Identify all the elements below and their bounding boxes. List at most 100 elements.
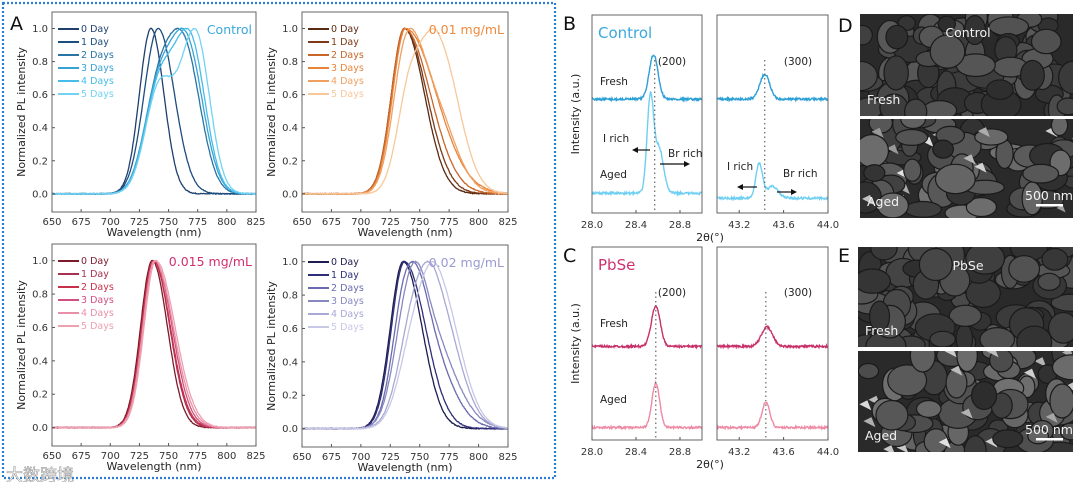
sem-grain xyxy=(963,435,987,452)
x-tick-label: 700 xyxy=(351,452,370,463)
plot-frame xyxy=(591,246,703,441)
legend-label: 4 Days xyxy=(81,308,114,319)
pl-chart-3: 0 Day 1 Day 2 Days 3 Days 4 Days 5 Days 650 675… xyxy=(265,244,518,474)
sem-grain xyxy=(1051,354,1073,381)
legend-label: 4 Days xyxy=(331,309,364,320)
sem-image-fresh xyxy=(858,247,1073,347)
sem-grain xyxy=(1022,163,1060,184)
y-tick-label: 0.2 xyxy=(282,391,298,402)
chart-title: 0.02 mg/mL xyxy=(429,255,504,270)
y-tick-label: 0.0 xyxy=(32,423,48,434)
annotation-i-rich: I rich xyxy=(727,161,753,173)
sem-divider xyxy=(858,347,1073,351)
x-tick-label: 800 xyxy=(217,217,236,228)
legend-label: 0 Day xyxy=(81,24,109,35)
plot-frame xyxy=(716,14,829,214)
sem-layer: Fresh Aged Control 500 nm Fresh Aged PbSe 500 n… xyxy=(858,14,1073,452)
sem-grain xyxy=(965,197,998,218)
x-tick-label: 650 xyxy=(42,217,61,228)
sem-grain xyxy=(963,15,986,46)
sem-grain xyxy=(970,380,998,411)
sem-grain xyxy=(1058,60,1073,95)
plot-frame xyxy=(591,14,703,214)
sem-facet-highlight xyxy=(862,194,875,205)
y-tick-label: 1.0 xyxy=(282,24,298,35)
y-tick-label: 0.6 xyxy=(32,90,48,101)
sem-facet-highlight xyxy=(886,144,899,155)
sem-label-aged: Aged xyxy=(865,428,897,443)
reflection-label: (300) xyxy=(784,56,812,68)
legend-label: 5 Days xyxy=(331,322,364,333)
sem-grain xyxy=(900,119,927,130)
x-tick-label: 775 xyxy=(188,451,207,462)
y-axis-label: Normalized PL intensity xyxy=(15,280,28,410)
chart-title: 0.015 mg/mL xyxy=(169,254,252,269)
legend-label: 0 Day xyxy=(331,24,359,35)
scale-bar-label: 500 nm xyxy=(1025,188,1073,203)
sample-title: PbSe xyxy=(598,256,635,274)
x-tick-label: 44.0 xyxy=(817,220,839,231)
sem-grain xyxy=(868,300,891,333)
x-tick-label: 44.0 xyxy=(817,447,839,458)
sem-facet-highlight xyxy=(1045,412,1058,423)
x-tick-label: 675 xyxy=(322,452,341,463)
sem-facet-highlight xyxy=(859,400,872,411)
sem-grain xyxy=(860,134,890,168)
y-axis-label: Normalized PL intensity xyxy=(265,281,278,411)
pl-series-line xyxy=(52,27,256,196)
x-tick-label: 825 xyxy=(498,452,517,463)
legend-label: 5 Days xyxy=(81,89,114,100)
x-tick-label: 700 xyxy=(101,451,120,462)
x-tick-label: 800 xyxy=(217,451,236,462)
legend-label: 5 Days xyxy=(331,89,364,100)
y-tick-label: 0.2 xyxy=(282,156,298,167)
arrowhead-right-icon xyxy=(791,189,797,195)
xrd-series-line xyxy=(716,325,829,350)
sem-facet-highlight xyxy=(871,127,884,138)
sem-grain xyxy=(1037,272,1061,292)
sem-grain xyxy=(883,55,909,91)
sem-grain xyxy=(965,247,1006,275)
sample-title: Control xyxy=(598,24,652,42)
sem-grain xyxy=(858,268,891,294)
x-tick-label: 825 xyxy=(246,451,265,462)
sem-grain xyxy=(1059,422,1073,441)
x-axis-label: 2θ(°) xyxy=(696,458,724,471)
x-tick-label: 750 xyxy=(410,452,429,463)
y-axis-label: Normalized PL intensity xyxy=(265,47,278,177)
sem-divider xyxy=(860,116,1073,119)
sem-label-aged: Aged xyxy=(867,194,899,209)
legend-label: 0 Day xyxy=(81,256,109,267)
sem-grain xyxy=(932,139,954,159)
sem-grain xyxy=(1030,28,1062,55)
xrd-series-line xyxy=(716,162,829,202)
sem-grain xyxy=(858,362,880,380)
x-tick-label: 43.6 xyxy=(772,447,794,458)
panel-label-a: A xyxy=(10,13,23,35)
xrd-series-line xyxy=(591,380,703,431)
sem-grain xyxy=(929,330,956,347)
sem-grain xyxy=(992,429,1024,449)
sem-image-aged xyxy=(860,119,1073,218)
x-axis-label: Wavelength (nm) xyxy=(357,461,452,474)
legend-label: 4 Days xyxy=(81,76,114,87)
row-label-aged: Aged xyxy=(600,394,627,406)
x-tick-label: 43.2 xyxy=(728,447,750,458)
sem-facet-highlight xyxy=(986,351,999,358)
sem-label-fresh: Fresh xyxy=(867,92,900,107)
plot-frame xyxy=(51,243,257,447)
legend-label: 5 Days xyxy=(81,321,114,332)
sem-panel-E: Fresh Aged PbSe 500 nm xyxy=(858,247,1073,452)
legend-label: 3 Days xyxy=(331,63,364,74)
reflection-label: (200) xyxy=(658,287,686,299)
xrd-series-line xyxy=(591,304,703,350)
sem-image-fresh xyxy=(860,14,1073,116)
x-tick-label: 650 xyxy=(42,451,61,462)
sem-title: Control xyxy=(945,25,990,40)
x-tick-label: 700 xyxy=(351,217,370,228)
sem-grain xyxy=(918,247,953,282)
pl-chart-2: 0 Day 1 Day 2 Days 3 Days 4 Days 5 Days 650 675… xyxy=(15,243,266,473)
sem-grain xyxy=(1050,293,1073,312)
sem-facet-highlight xyxy=(1071,138,1073,140)
chart-title: 0.01 mg/mL xyxy=(429,22,504,37)
